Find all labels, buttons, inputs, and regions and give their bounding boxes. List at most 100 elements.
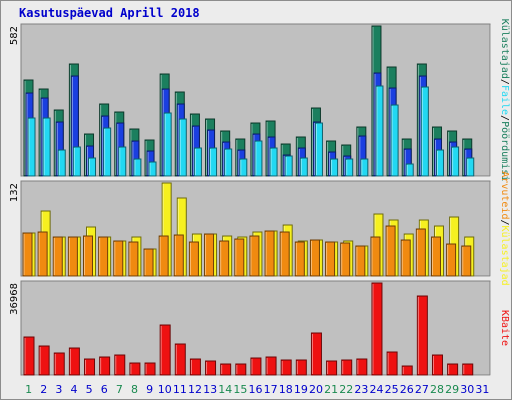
x-tick-label: 22 <box>339 383 353 396</box>
bar-kbytes <box>84 358 96 376</box>
bar-kbytes <box>295 359 307 376</box>
x-tick-label: 23 <box>354 383 368 396</box>
x-tick-label: 10 <box>158 383 172 396</box>
bar-kbytes <box>401 365 413 376</box>
y-max-bottom: 36968 <box>9 283 20 315</box>
x-tick-label: 4 <box>70 383 77 396</box>
bar-kbytes <box>189 358 201 376</box>
svg-text:KBaite: KBaite <box>499 310 510 346</box>
x-tick-label: 29 <box>445 383 459 396</box>
bar-kbytes <box>129 362 141 376</box>
legend-top: Külastajad/Faile/Pöördumisi <box>499 19 510 182</box>
y-max-top: 582 <box>9 26 20 45</box>
bar-files <box>451 146 460 177</box>
bar-sites <box>128 241 139 277</box>
legend-entry: Külastajad <box>499 19 510 79</box>
bar-files <box>163 112 172 177</box>
bar-sites <box>355 245 366 277</box>
bar-sites <box>204 233 215 277</box>
legend-entry: KBaite <box>499 310 510 346</box>
legend-middle: Arvuteid/Külastajad <box>499 171 510 285</box>
x-tick-label: 21 <box>324 383 338 396</box>
bar-sites <box>461 245 472 277</box>
bar-files <box>254 140 263 177</box>
legend-entry: / <box>499 79 510 85</box>
bar-sites <box>67 236 78 277</box>
bar-files <box>390 104 399 177</box>
bar-sites <box>249 235 260 277</box>
bar-sites <box>279 231 290 277</box>
bar-sites <box>446 243 457 277</box>
bar-sites <box>37 231 48 277</box>
bar-sites <box>340 242 351 277</box>
legend-entry: / <box>499 115 510 121</box>
bar-files <box>72 146 81 177</box>
bar-sites <box>325 241 336 277</box>
bar-files <box>420 86 429 177</box>
bar-sites <box>415 228 426 277</box>
x-tick-label: 7 <box>116 383 123 396</box>
svg-text:Külastajad/Faile/Pöördumisi: Külastajad/Faile/Pöördumisi <box>499 19 510 182</box>
bar-sites <box>188 241 199 277</box>
bar-sites <box>264 230 275 277</box>
bar-kbytes <box>205 360 217 376</box>
x-tick-label: 8 <box>131 383 138 396</box>
bar-files <box>178 118 187 177</box>
bar-kbytes <box>341 359 353 376</box>
x-tick-label: 3 <box>55 383 62 396</box>
bar-kbytes <box>431 354 443 376</box>
x-tick-label: 25 <box>385 383 399 396</box>
legend-entry: Pöördumisi <box>499 121 510 181</box>
bar-files <box>224 148 233 177</box>
bar-files <box>209 147 218 177</box>
bar-sites <box>173 234 184 277</box>
x-tick-label: 18 <box>279 383 293 396</box>
bar-sites <box>98 236 109 277</box>
legend-entry: Arvuteid <box>499 171 510 219</box>
bar-files <box>435 149 444 177</box>
bar-sites <box>370 236 381 277</box>
bar-sites <box>385 225 396 277</box>
bar-files <box>405 163 414 177</box>
bar-kbytes <box>38 345 50 376</box>
x-tick-label: 9 <box>146 383 153 396</box>
legend-entry: Külastajad <box>499 225 510 285</box>
x-tick-label: 2 <box>40 383 47 396</box>
legend-bottom: KBaite <box>499 310 510 346</box>
bar-kbytes <box>447 363 459 376</box>
bar-files <box>27 117 36 177</box>
x-tick-label: 5 <box>86 383 93 396</box>
bar-kbytes <box>99 356 111 376</box>
bar-kbytes <box>326 360 338 376</box>
bar-sites <box>309 239 320 277</box>
x-tick-label: 30 <box>460 383 474 396</box>
bar-files <box>148 161 157 177</box>
bar-kbytes <box>371 282 383 376</box>
x-tick-label: 14 <box>218 383 232 396</box>
x-tick-label: 12 <box>188 383 202 396</box>
bar-sites <box>83 235 94 277</box>
bar-kbytes <box>144 362 156 376</box>
bar-sites <box>430 236 441 277</box>
bar-kbytes <box>356 358 368 376</box>
bar-files <box>193 147 202 177</box>
bar-kbytes <box>68 347 80 376</box>
bar-files <box>466 157 475 177</box>
bar-kbytes <box>462 363 474 376</box>
bar-files <box>330 158 339 177</box>
bar-files <box>314 122 323 177</box>
bar-files <box>284 155 293 177</box>
bar-kbytes <box>265 356 277 376</box>
bar-kbytes <box>386 351 398 376</box>
bar-sites <box>400 239 411 277</box>
bar-files <box>239 158 248 177</box>
bar-kbytes <box>310 332 322 376</box>
x-tick-label: 19 <box>294 383 308 396</box>
bar-kbytes <box>53 352 65 376</box>
x-tick-label: 17 <box>264 383 278 396</box>
bar-files <box>88 157 97 177</box>
y-max-middle: 132 <box>9 183 20 202</box>
x-tick-label: 28 <box>430 383 444 396</box>
bar-sites <box>22 232 33 277</box>
